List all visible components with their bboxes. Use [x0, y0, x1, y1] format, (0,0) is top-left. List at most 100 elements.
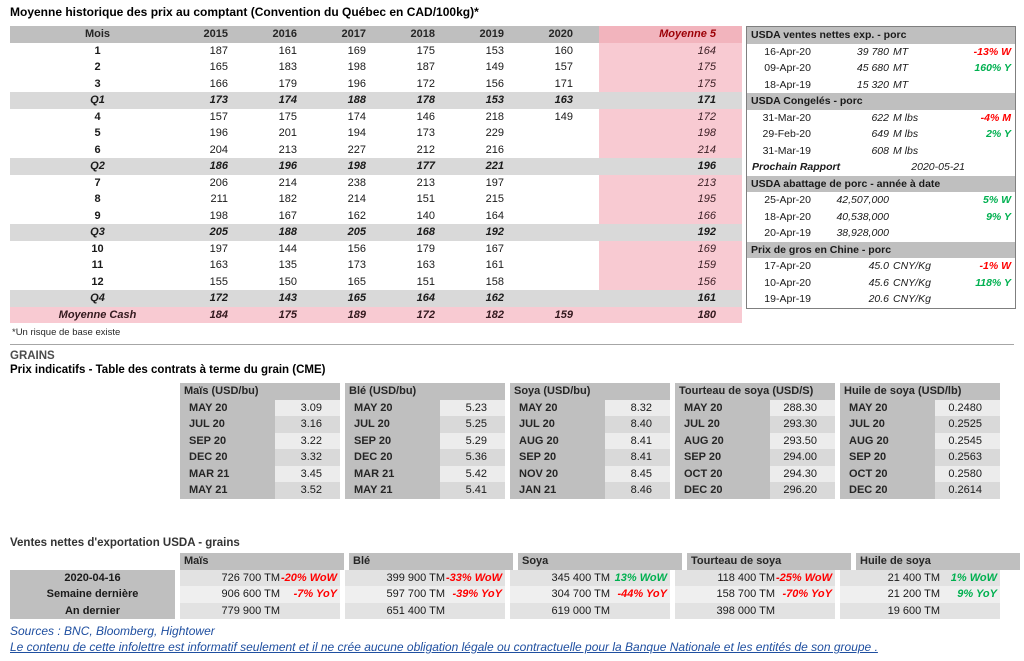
usda-row-date: 09-Apr-20: [764, 62, 811, 74]
spot-price-table-title: Moyenne historique des prix au comptant …: [10, 5, 479, 19]
cme-contract-month: SEP 20: [510, 449, 605, 466]
spot-value-cell: 160: [554, 44, 573, 57]
cme-contract-month: MAY 20: [345, 399, 440, 416]
usda-row-date: 19-Apr-19: [764, 293, 811, 305]
export-change: 1% WoW: [950, 571, 997, 584]
cme-commodity-group: Soya (USD/bu) MAY 20 8.32 JUL 20 8.40 AUG 20 8…: [510, 383, 670, 499]
cme-contract-price: 5.29: [440, 432, 505, 449]
spot-value-cell: 188: [254, 224, 323, 241]
cme-contract-price: 0.2614: [935, 482, 1000, 499]
export-change: -39% YoY: [452, 588, 502, 600]
export-change: -44% YoY: [617, 588, 667, 600]
usda-row-date: 25-Apr-20: [764, 194, 811, 206]
export-change: [445, 603, 505, 620]
export-change: 9% YoY: [957, 588, 997, 600]
cme-contract-row: MAY 20 3.09: [180, 399, 340, 416]
usda-row-value: 42,507,000: [836, 194, 889, 206]
cme-contract-month: MAR 21: [180, 465, 275, 482]
usda-row-change: [937, 225, 1015, 242]
export-change: -20% WoW: [280, 571, 337, 584]
usda-row-value: 20.6: [868, 293, 889, 305]
spot-moyenne5-cell: 175: [599, 75, 742, 92]
spot-table-row: 9 198 167 162 140 164 166: [10, 207, 742, 224]
usda-row-unit: M lbs: [893, 128, 919, 140]
export-data-cell: 399 900 TM -33% WoW: [345, 569, 505, 586]
export-data-cell: 19 600 TM: [840, 602, 1000, 619]
spot-value-cell: 196: [347, 77, 366, 90]
spot-value-cell: 174: [347, 110, 366, 123]
usda-export-sales-table: Maïs Blé Soya Tourteau de soya Huile de soya…: [10, 553, 1020, 619]
spot-value-cell: 151: [416, 193, 435, 206]
spot-value-cell: 167: [278, 209, 297, 222]
spot-value-cell: 189: [323, 306, 392, 323]
cme-contract-price: 8.46: [605, 482, 670, 499]
spot-moyenne5-cell: 198: [599, 125, 742, 142]
spot-table-row: 11 163 135 173 163 161 159: [10, 257, 742, 274]
export-value: 304 700 TM: [551, 588, 610, 600]
spot-header-row: Mois 2015 2016 2017 2018 2019 2020 Moyenne 5: [10, 26, 742, 43]
cme-futures-table: Maïs (USD/bu) MAY 20 3.09 JUL 20 3.16 SEP 20 3…: [180, 383, 1000, 499]
export-column-header: Huile de soya: [856, 553, 1020, 570]
usda-row-date: 31-Mar-20: [762, 111, 811, 124]
spot-value-cell: 168: [392, 224, 461, 241]
export-value: 619 000 TM: [551, 604, 610, 617]
export-change: -33% WoW: [445, 571, 502, 584]
export-value: 779 900 TM: [221, 604, 280, 617]
usda-row-unit: CNY/Kg: [893, 276, 931, 289]
cme-group-header: Huile de soya (USD/lb): [840, 383, 1000, 400]
spot-value-cell: 229: [485, 127, 504, 140]
cme-contract-row: MAY 20 8.32: [510, 399, 670, 416]
spot-value-cell: 197: [485, 176, 504, 189]
cme-commodity-group: Huile de soya (USD/lb) MAY 20 0.2480 JUL 20…: [840, 383, 1000, 499]
spot-value-cell: 140: [416, 209, 435, 222]
spot-row-label: 2: [94, 61, 101, 74]
spot-value-cell: 212: [416, 143, 435, 156]
spot-moyenne5-cell: 166: [599, 207, 742, 224]
spot-price-table-body: 1 187 161 169 175 153 160 164 2 165 183 198 187 149 15…: [10, 42, 742, 323]
cme-commodity-group: Blé (USD/bu) MAY 20 5.23 JUL 20 5.25 SEP 20 5.…: [345, 383, 505, 499]
spot-value-cell: 184: [185, 306, 254, 323]
cme-contract-month: MAY 20: [180, 399, 275, 416]
spot-value-cell: 186: [185, 158, 254, 175]
cme-contract-price: 294.00: [770, 449, 835, 466]
spot-header-cell: 2020: [530, 26, 599, 43]
cme-contract-month: NOV 20: [510, 465, 605, 482]
export-change: [610, 603, 670, 620]
cme-contract-price: 8.45: [605, 465, 670, 482]
cme-contract-row: MAY 20 288.30: [675, 399, 835, 416]
export-data-row: 2020-04-16 726 700 TM -20% WoW 399 900 TM -3…: [10, 569, 1020, 586]
export-data-cell: 118 400 TM -25% WoW: [675, 569, 835, 586]
spot-value-cell: [530, 158, 599, 175]
usda-data-row: 18-Apr-19 15 320 MT: [747, 77, 1015, 94]
spot-value-cell: 198: [209, 209, 228, 222]
usda-row-date: 31-Mar-19: [762, 144, 811, 157]
cme-contract-price: 3.32: [275, 449, 340, 466]
cme-contract-price: 3.52: [275, 482, 340, 499]
next-report-date: 2020-05-21: [911, 161, 965, 173]
spot-value-cell: 165: [209, 61, 228, 74]
export-value: 118 400 TM: [717, 571, 775, 584]
usda-row-date: 18-Apr-19: [764, 78, 811, 91]
spot-value-cell: 164: [392, 290, 461, 307]
usda-section-header: Prix de gros en Chine - porc: [747, 241, 1015, 258]
spot-row-label: 12: [91, 275, 104, 288]
spot-value-cell: 159: [530, 306, 599, 323]
cme-contract-month: DEC 20: [675, 482, 770, 499]
usda-data-row: 29-Feb-20 649 M lbs 2% Y: [747, 126, 1015, 143]
spot-value-cell: 204: [209, 143, 228, 156]
cme-contract-row: SEP 20 294.00: [675, 449, 835, 466]
spot-table-row: Q1 173 174 188 178 153 163 171: [10, 92, 742, 109]
export-sales-title: Ventes nettes d'exportation USDA - grain…: [10, 537, 240, 549]
export-data-cell: 398 000 TM: [675, 602, 835, 619]
spot-value-cell: 197: [209, 242, 228, 255]
export-data-cell: 726 700 TM -20% WoW: [180, 569, 340, 586]
cme-contract-price: 5.41: [440, 482, 505, 499]
usda-row-date: 20-Apr-19: [764, 227, 811, 239]
usda-row-value: 39 780: [856, 45, 889, 58]
spot-value-cell: 201: [278, 127, 297, 140]
cme-contract-price: 5.42: [440, 465, 505, 482]
cme-contract-row: MAR 21 3.45: [180, 465, 340, 482]
spot-table-row: 3 166 179 196 172 156 171 175: [10, 75, 742, 92]
disclaimer-line: Le contenu de cette infolettre est infor…: [10, 640, 878, 654]
spot-table-row: Q3 205 188 205 168 192 192: [10, 224, 742, 241]
